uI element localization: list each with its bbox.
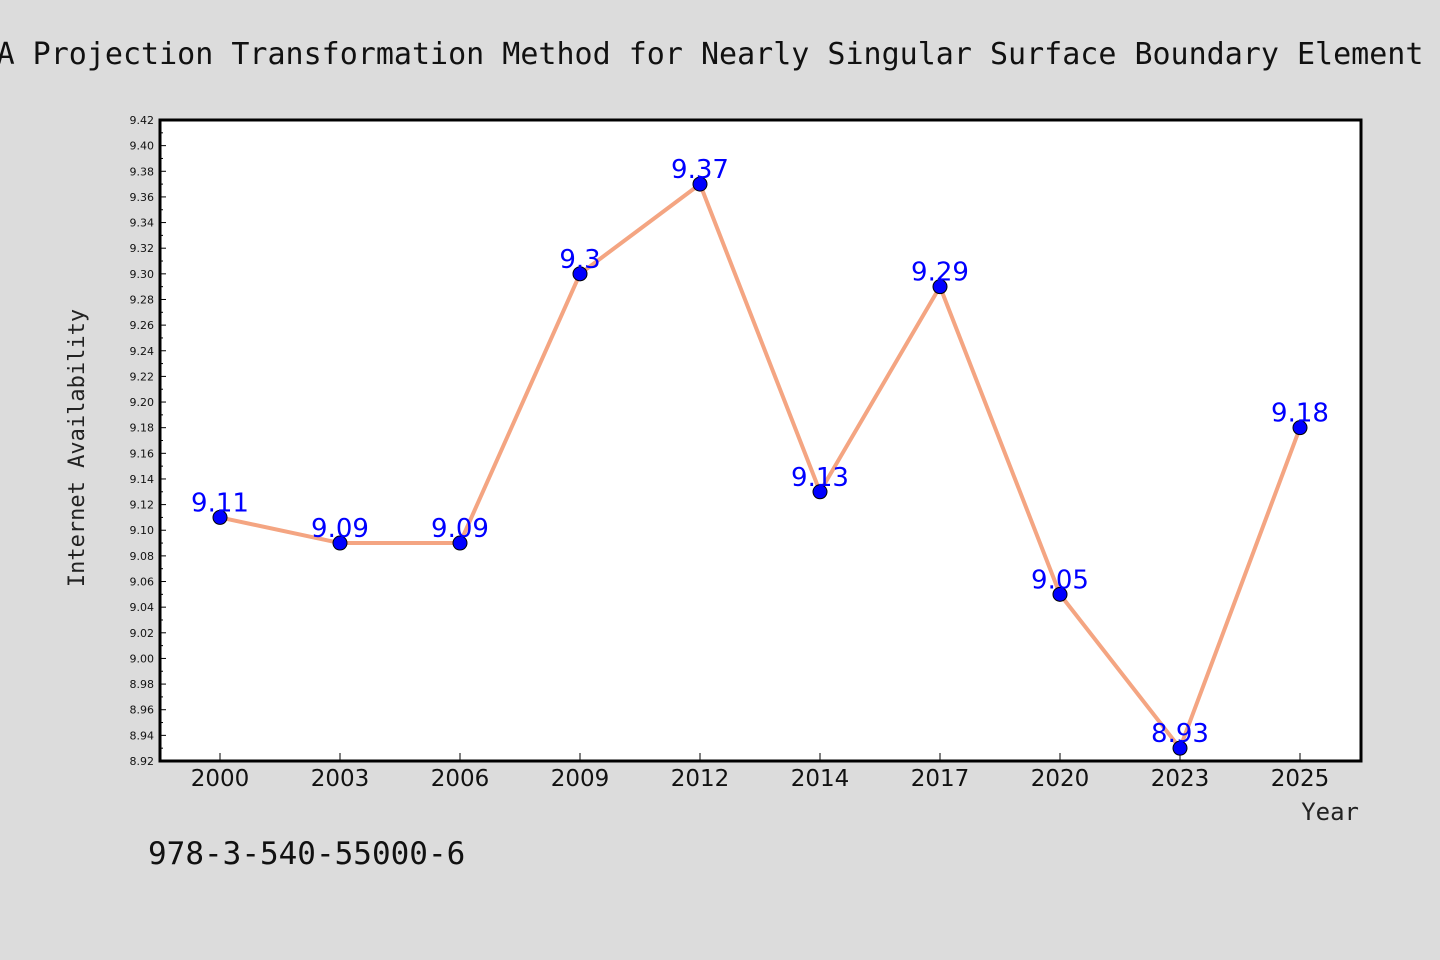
- data-label: 8.93: [1151, 719, 1209, 749]
- y-axis-label: Internet Availability: [65, 309, 90, 587]
- x-tick-label: 2009: [551, 766, 610, 792]
- data-point: [692, 176, 708, 192]
- plot-area: [160, 120, 1361, 761]
- x-tick-label: 2014: [791, 766, 850, 792]
- y-tick-label: 9.02: [130, 627, 155, 640]
- y-tick-label: 9.36: [130, 191, 155, 204]
- y-tick-label: 8.96: [130, 704, 155, 717]
- data-label: 9.09: [311, 514, 369, 544]
- y-tick-label: 9.16: [130, 447, 155, 460]
- data-point: [452, 535, 468, 551]
- data-label: 9.18: [1271, 399, 1329, 429]
- y-tick-label: 9.42: [130, 114, 155, 127]
- y-tick-label: 8.92: [130, 755, 155, 768]
- x-axis-ticks: 2000 2003 2006 2009 2012 2014 2017 2020 2023 2025: [191, 753, 1330, 792]
- y-tick-label: 9.04: [130, 601, 155, 614]
- plot-frame: [158, 118, 1363, 763]
- data-point: [932, 279, 948, 295]
- y-tick-label: 9.38: [130, 165, 155, 178]
- x-tick-label: 2012: [671, 766, 730, 792]
- y-tick-label: 9.40: [130, 140, 155, 153]
- data-label: 9.11: [191, 488, 249, 518]
- x-axis-label: Year: [1301, 798, 1359, 826]
- y-tick-label: 9.20: [130, 396, 155, 409]
- y-tick-label: 9.24: [130, 345, 155, 358]
- y-tick-label: 9.10: [130, 524, 155, 537]
- x-tick-label: 2000: [191, 766, 250, 792]
- data-point: [572, 266, 588, 282]
- y-tick-label: 9.14: [130, 473, 155, 486]
- y-tick-label: 8.98: [130, 678, 155, 691]
- y-tick-label: 9.32: [130, 242, 155, 255]
- series-layer: 9.11 9.09 9.09 9.3 9.37 9.13 9.29 9.05 8.93 9.18: [191, 155, 1329, 756]
- data-point: [812, 484, 828, 500]
- x-tick-label: 2017: [911, 766, 970, 792]
- y-tick-label: 9.34: [130, 217, 155, 230]
- x-tick-label: 2023: [1151, 766, 1210, 792]
- y-tick-label: 9.18: [130, 422, 155, 435]
- data-point: [1292, 420, 1308, 436]
- series-line: [218, 182, 1302, 751]
- x-tick-label: 2003: [311, 766, 370, 792]
- data-label: 9.05: [1031, 565, 1089, 595]
- x-tick-label: 2020: [1031, 766, 1090, 792]
- x-tick-label: 2025: [1271, 766, 1330, 792]
- data-point: [1172, 740, 1188, 756]
- data-label: 9.09: [431, 514, 489, 544]
- y-tick-label: 9.08: [130, 550, 155, 563]
- y-tick-label: 9.22: [130, 370, 155, 383]
- x-tick-label: 2006: [431, 766, 490, 792]
- y-tick-label: 9.30: [130, 268, 155, 281]
- y-tick-label: 8.94: [130, 729, 155, 742]
- data-point: [1052, 586, 1068, 602]
- data-label: 9.3: [559, 245, 600, 275]
- y-tick-label: 9.06: [130, 576, 155, 589]
- data-point: [332, 535, 348, 551]
- data-label: 9.29: [911, 258, 969, 288]
- y-tick-label: 9.12: [130, 499, 155, 512]
- footnote-isbn: 978-3-540-55000-6: [148, 836, 465, 872]
- chart-title: A Projection Transformation Method for N…: [0, 37, 1423, 72]
- data-label: 9.13: [791, 463, 849, 493]
- y-tick-label: 9.00: [130, 652, 155, 665]
- data-point: [212, 509, 228, 525]
- y-axis-ticks: 8.92 8.94 8.96 8.98 9.00 9.02 9.04 9.06 9.08 9.10…: [130, 114, 166, 768]
- y-tick-label: 9.26: [130, 319, 155, 332]
- data-label: 9.37: [671, 155, 729, 185]
- y-tick-label: 9.28: [130, 293, 155, 306]
